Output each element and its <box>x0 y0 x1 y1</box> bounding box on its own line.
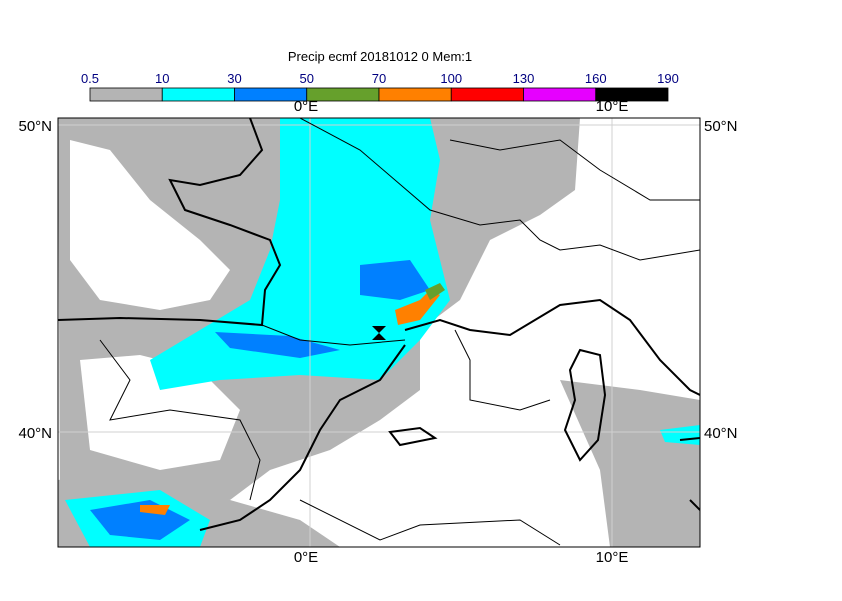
lon-label: 10°E <box>596 98 629 115</box>
colorbar-segment <box>161 87 235 102</box>
colorbar-segment <box>595 87 669 102</box>
colorbar-label: 130 <box>513 71 535 86</box>
title: Precip ecmf 20181012 0 Mem:1 <box>288 49 472 64</box>
colorbar-segment <box>523 87 597 102</box>
colorbar-segment <box>450 87 524 102</box>
lat-label: 50°N <box>18 118 52 135</box>
lat-label: 40°N <box>18 425 52 442</box>
colorbar-label: 10 <box>155 71 169 86</box>
lon-label: 10°E <box>596 549 629 566</box>
lon-label: 0°E <box>294 549 318 566</box>
colorbar: 0.5 10 30 50 70 100 130 160 190 <box>81 71 679 102</box>
lat-label: 50°N <box>704 118 738 135</box>
map-area: 0°E 10°E 0°E 10°E 50°N 40°N 50°N 40°N <box>18 98 737 566</box>
colorbar-label: 160 <box>585 71 607 86</box>
lat-label: 40°N <box>704 425 738 442</box>
colorbar-label: 30 <box>227 71 241 86</box>
colorbar-segment <box>89 87 163 102</box>
colorbar-label: 100 <box>440 71 462 86</box>
colorbar-segment <box>378 87 452 102</box>
colorbar-label: 0.5 <box>81 71 99 86</box>
colorbar-label: 70 <box>372 71 386 86</box>
lon-label: 0°E <box>294 98 318 115</box>
colorbar-label: 190 <box>657 71 679 86</box>
colorbar-label: 50 <box>300 71 314 86</box>
